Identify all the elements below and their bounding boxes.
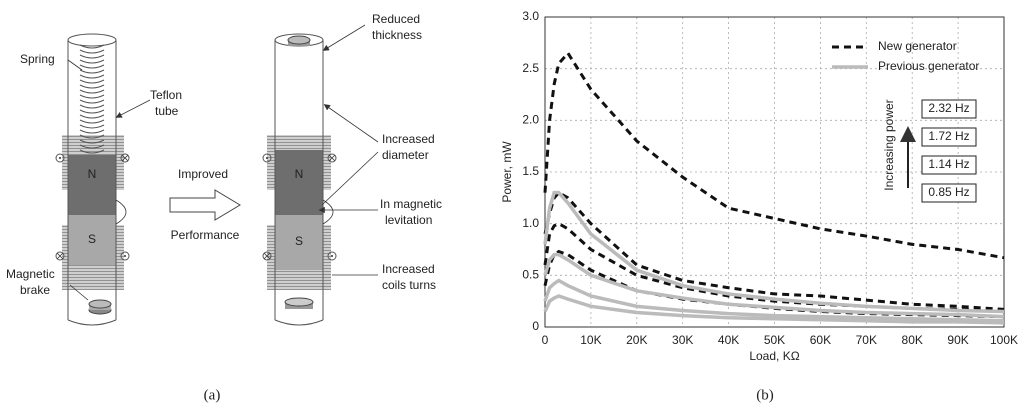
right-device — [262, 24, 379, 326]
legend-label: New generator — [878, 39, 957, 53]
label: Increased — [382, 262, 435, 276]
label: Teflon — [150, 88, 182, 102]
label-box — [921, 183, 977, 203]
x-tick-label: 50K — [764, 333, 785, 347]
label-box — [921, 127, 977, 147]
curve-label: 1.72 Hz — [928, 129, 969, 143]
caption: (a) — [204, 387, 221, 403]
caption: (b) — [756, 387, 774, 403]
label: In magnetic — [380, 197, 442, 211]
x-tick-label: 20K — [626, 333, 647, 347]
pole-label: N — [295, 167, 304, 181]
line-curve — [543, 278, 1005, 323]
left-device — [55, 33, 151, 326]
x-tick-label: 80K — [902, 333, 923, 347]
label-box — [921, 99, 977, 119]
label: Performance — [171, 228, 240, 242]
label: tube — [155, 104, 179, 118]
x-tick-label: 0 — [542, 333, 549, 347]
annotation: Increasing power — [882, 99, 896, 190]
line-curve — [543, 50, 1005, 260]
label: Improved — [178, 167, 228, 181]
x-tick-label: 100K — [990, 333, 1018, 347]
label: Magnetic — [6, 267, 55, 281]
x-tick-label: 40K — [718, 333, 739, 347]
x-tick-label: 90K — [947, 333, 968, 347]
curve-label: 1.14 Hz — [928, 157, 969, 171]
y-tick-label: 0.5 — [522, 268, 539, 282]
label: diameter — [382, 148, 429, 162]
label: brake — [20, 283, 50, 297]
y-axis-title: Power, mW — [500, 141, 514, 203]
line-curve — [543, 252, 1005, 319]
line-curve — [543, 294, 1005, 325]
pole-label: S — [88, 232, 96, 246]
label: Reduced — [372, 12, 420, 26]
pole-label: S — [295, 234, 303, 248]
y-tick-label: 2.5 — [522, 61, 539, 75]
improve-arrow — [169, 189, 241, 221]
legend-label: Previous generator — [878, 59, 979, 73]
y-tick-label: 3.0 — [522, 9, 539, 23]
y-tick-label: 0 — [532, 319, 539, 333]
x-tick-label: 30K — [672, 333, 693, 347]
x-tick-label: 70K — [856, 333, 877, 347]
x-axis-title: Load, KΩ — [749, 349, 799, 363]
y-tick-label: 2.0 — [522, 113, 539, 127]
label: Increased — [382, 132, 435, 146]
curve-label: 2.32 Hz — [928, 101, 969, 115]
x-tick-label: 10K — [580, 333, 601, 347]
label: levitation — [385, 213, 432, 227]
pole-label: N — [88, 167, 97, 181]
label: thickness — [372, 28, 422, 42]
label: coils turns — [382, 278, 436, 292]
plot-frame — [544, 16, 1005, 328]
line-curve — [543, 190, 1005, 314]
curve-label: 0.85 Hz — [928, 185, 969, 199]
label: Spring — [20, 52, 55, 66]
y-tick-label: 1.5 — [522, 164, 539, 178]
line-curve — [543, 190, 1005, 311]
y-tick-label: 1.0 — [522, 216, 539, 230]
x-tick-label: 60K — [810, 333, 831, 347]
label-box — [921, 155, 977, 175]
